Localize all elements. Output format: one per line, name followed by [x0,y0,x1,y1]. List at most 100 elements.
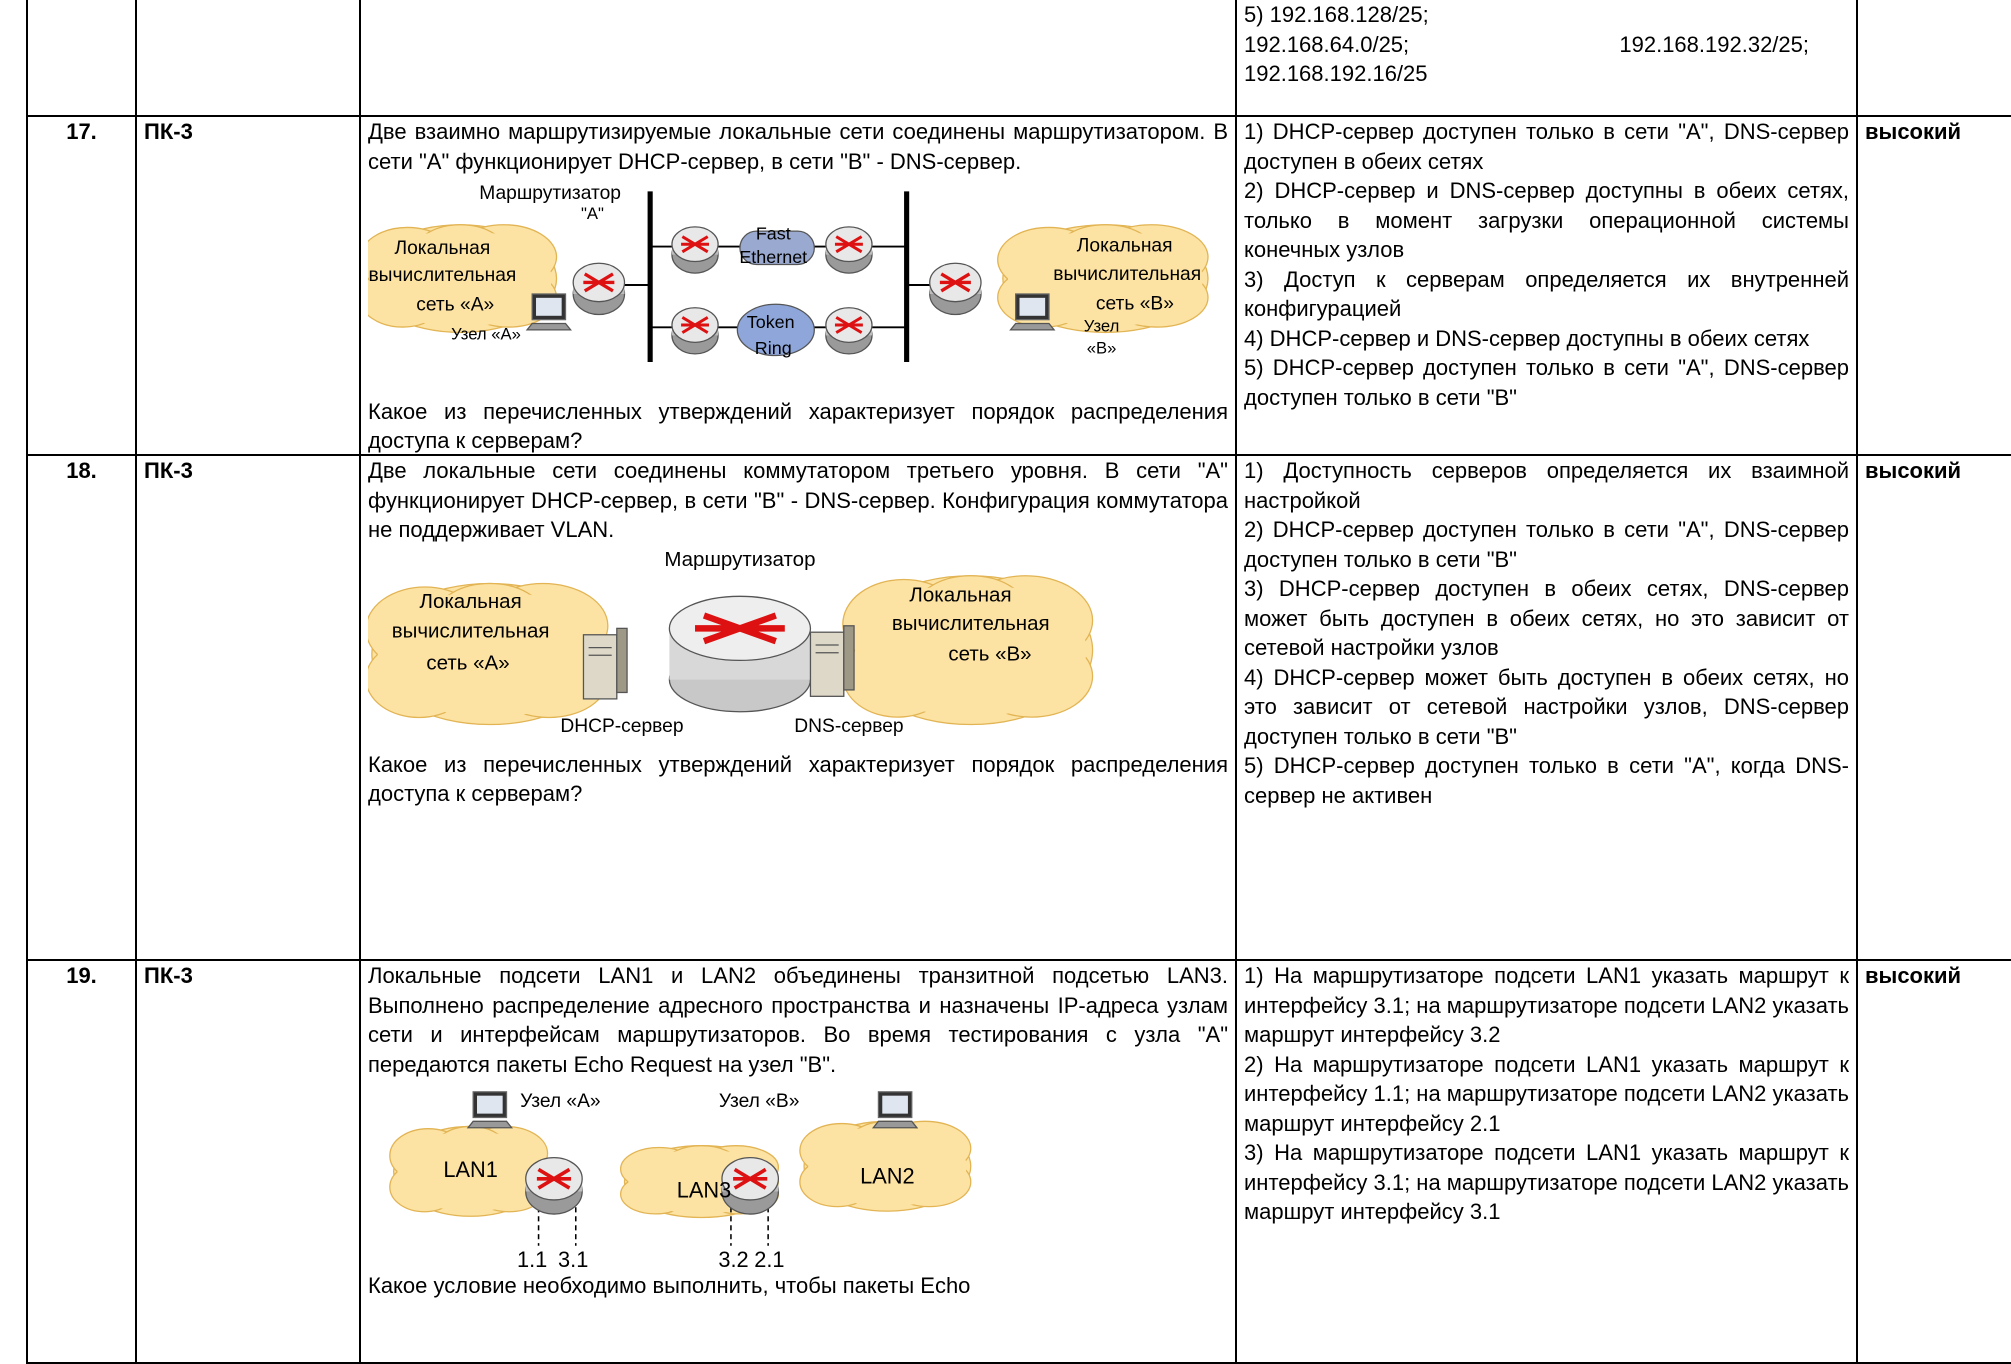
question-cell [359,0,1237,117]
keyboard [871,1120,919,1129]
diagram-label: Узел «А» [520,1091,601,1112]
cell-content: ПК-3 [144,118,352,147]
diagram-label: Ethernet [739,247,807,267]
cloud [368,582,609,725]
token-ring [736,303,815,357]
diagram-label: «В» [1087,339,1117,358]
cell-content: 18. [35,457,128,486]
router-arrows [834,235,863,254]
network-diagram: Маршрутизатор Локальная вычислительная сеть… [368,547,1094,737]
question-text: Две локальные сети соединены коммутаторо… [368,458,1228,542]
cloud [389,1125,549,1217]
level-cell: высокий [1856,454,2011,961]
diagram-label: Локальная [1077,236,1173,257]
router-arrows [695,612,785,644]
diagram-label: LAN3 [677,1178,732,1203]
diagram-label: Token [747,312,795,332]
answer-line: 192.168.64.0/25; 192.168.192.32/25; [1244,30,1849,60]
diagram-label: Узел «А» [451,324,521,343]
competence: ПК-3 [144,458,193,483]
level-cell: высокий [1856,115,2011,456]
number-cell: 18. [26,454,137,961]
keyboard [466,1120,513,1129]
level-cell [1856,0,2011,117]
answer-line: 5) 192.168.128/25; [1244,2,1429,27]
cell-content: 1) Доступность серверов определяется их … [1244,457,1849,810]
diagram-label: вычислительная [892,611,1050,634]
diagram-label: LAN2 [860,1164,915,1189]
competence-cell: ПК-3 [135,959,361,1364]
cell-content: Локальные подсети LAN1 и LAN2 объединены… [368,962,1228,1301]
table-row: 19. ПК-3 Локальные подсети LAN1 и LAN2 объ… [26,959,2011,1364]
answer-option: 3) DHCP-сервер доступен в обеих сетях, D… [1244,576,1849,660]
task-number: 17. [66,119,97,144]
number-cell: 17. [26,115,137,456]
competence-cell: ПК-3 [135,454,361,961]
diagram-label: Fast [756,224,791,244]
question-cell: Две взаимно маршрутизируемые локальные с… [359,115,1237,456]
router-arrows [733,1167,768,1190]
answer-line: 192.168.192.16/25 [1244,61,1428,86]
diagram-label: Маршрутизатор [664,547,815,570]
cloud-fill [368,230,552,328]
diagram-label: 2.1 [754,1247,784,1271]
diagram-label: LAN1 [443,1157,498,1182]
cloud-fill [397,1130,544,1212]
diagram-label: Узел [1084,317,1120,336]
screen [477,1095,503,1114]
competence: ПК-3 [144,963,193,988]
cell-content: 5) 192.168.128/25; 192.168.64.0/25; 192.16… [1244,1,1849,89]
cell-content: 19. [35,962,128,991]
server [809,631,845,697]
screen [882,1095,908,1114]
diagram-label: сеть «В» [1096,293,1174,314]
answer-option: 1) Доступность серверов определяется их … [1244,458,1849,513]
answer-option: 2) DHCP-сервер и DNS-сервер доступны в о… [1244,178,1849,262]
diagram-label: "A" [581,204,604,223]
cloud [842,574,1094,725]
question-text: Локальные подсети LAN1 и LAN2 объединены… [368,963,1228,1077]
table-row: 17. ПК-3 Две взаимно маршрутизируемые лока… [26,115,2011,456]
cloud-fill [808,1125,967,1207]
cell-content: ПК-3 [144,962,352,991]
diagram-label: DHCP-сервер [560,716,683,737]
cell-content: 1) DHCP-сервер доступен только в сети "A… [1244,118,1849,412]
keyboard [1009,322,1056,331]
competence-cell: ПК-3 [135,115,361,456]
diagram-label: вычислительная [1053,264,1201,285]
diagram-label: сеть «А» [426,651,509,674]
answers-cell: 1) Доступность серверов определяется их … [1235,454,1858,961]
table-row: 18. ПК-3 Две локальные сети соединены комм… [26,454,2011,961]
cell-content: высокий [1865,962,2009,991]
task-number: 18. [66,458,97,483]
cell-content: высокий [1865,118,2009,147]
cell-content: высокий [1865,457,2009,486]
task-number: 19. [66,963,97,988]
question-text: Какое из перечисленных утверждений харак… [368,398,1228,454]
diagram-label: вычислительная [368,265,516,286]
network-diagram: Маршрутизатор"A" Локальная вычислительная с… [368,183,1209,362]
diagram-label: Узел «В» [719,1091,800,1112]
cell-content: 1) На маршрутизаторе подсети LAN1 указат… [1244,962,1849,1227]
cloud [799,1120,972,1212]
diagram-label: 3.2 [718,1247,748,1271]
server [582,633,618,700]
screen [536,297,562,316]
diagram-label: вычислительная [392,619,550,642]
difficulty-level: высокий [1865,119,1962,144]
router-arrows [681,235,710,254]
answer-option: 3) Доступ к серверам определяется их вну… [1244,266,1849,322]
question-cell: Локальные подсети LAN1 и LAN2 объединены… [359,959,1237,1364]
answer-option: 2) DHCP-сервер доступен только в сети "A… [1244,517,1849,572]
cell-content: Две локальные сети соединены коммутаторо… [368,457,1228,809]
diagram-label: Локальная [909,583,1011,606]
cloud-fill [377,590,602,717]
competence: ПК-3 [144,119,193,144]
cloud-fill [855,582,1087,717]
diagram-label: Маршрутизатор [479,183,621,204]
answer-option: 5) DHCP-сервер доступен только в сети "A… [1244,753,1849,808]
answer-option: 2) На маршрутизаторе подсети LAN1 указат… [1244,1051,1849,1136]
table-row: 5) 192.168.128/25; 192.168.64.0/25; 192.16… [26,0,2011,117]
router-arrows [536,1167,572,1190]
cloud-fill [1007,230,1203,328]
